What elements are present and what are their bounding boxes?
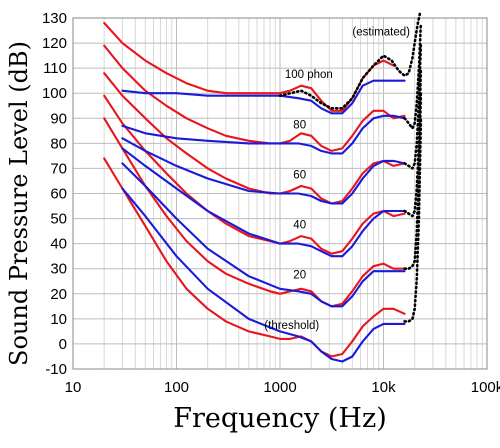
blue-curve-8	[121, 137, 406, 205]
y-tick-label: 80	[50, 135, 67, 152]
estimated-curve-17	[403, 117, 423, 323]
x-tick-label: 100	[164, 379, 189, 396]
blue-curve-9	[121, 147, 406, 258]
curve-annotation: 40	[293, 220, 306, 232]
curve-annotation: 80	[293, 119, 306, 131]
y-tick-label: 60	[50, 186, 67, 203]
x-tick-label: 100k	[471, 379, 500, 396]
y-tick-labels: -10 0 10 20 30 40 50 60 70 80 90 100 110 120 130	[42, 10, 67, 378]
y-tick-label: 40	[50, 236, 67, 253]
y-axis-title: Sound Pressure Level (dB)	[5, 41, 33, 366]
blue-curve-7	[121, 114, 406, 155]
curve-annotation: (threshold)	[264, 320, 319, 332]
red-curve-3	[103, 94, 406, 255]
y-tick-label: 110	[43, 60, 67, 77]
curve-annotation: 100 phon	[285, 69, 333, 81]
blue-curve-6	[121, 79, 406, 115]
x-tick-label: 10	[65, 379, 82, 396]
series-layer	[103, 11, 423, 363]
blue-curve-11	[121, 187, 406, 363]
y-tick-label: 70	[50, 160, 67, 177]
estimated-curve-12	[278, 11, 422, 110]
y-tick-label: -10	[45, 361, 67, 378]
blue-curve-10	[121, 162, 406, 308]
red-curve-1	[103, 44, 406, 152]
curve-annotation: 60	[293, 169, 306, 181]
y-tick-label: 90	[50, 110, 67, 127]
y-tick-label: 30	[50, 261, 67, 278]
annotation-layer: (estimated) 100 phon 80 60 40 20 (threshold)	[264, 27, 410, 332]
y-tick-label: 130	[42, 10, 67, 27]
x-tick-labels: 10 100 1000 10k 100k	[65, 379, 500, 396]
y-tick-label: 0	[59, 336, 67, 353]
x-tick-label: 10k	[371, 379, 396, 396]
curve-annotation: (estimated)	[352, 27, 410, 39]
y-tick-label: 50	[50, 211, 67, 228]
curve-annotation: 20	[293, 270, 306, 282]
plot-frame	[72, 17, 488, 370]
x-tick-label: 1000	[263, 379, 296, 396]
y-tick-label: 10	[50, 311, 67, 328]
red-curve-2	[103, 72, 406, 205]
x-axis-title: Frequency (Hz)	[173, 403, 386, 434]
y-tick-label: 20	[50, 286, 67, 303]
y-tick-label: 100	[42, 85, 67, 102]
y-tick-label: 120	[42, 35, 67, 52]
red-curve-5	[103, 157, 406, 358]
